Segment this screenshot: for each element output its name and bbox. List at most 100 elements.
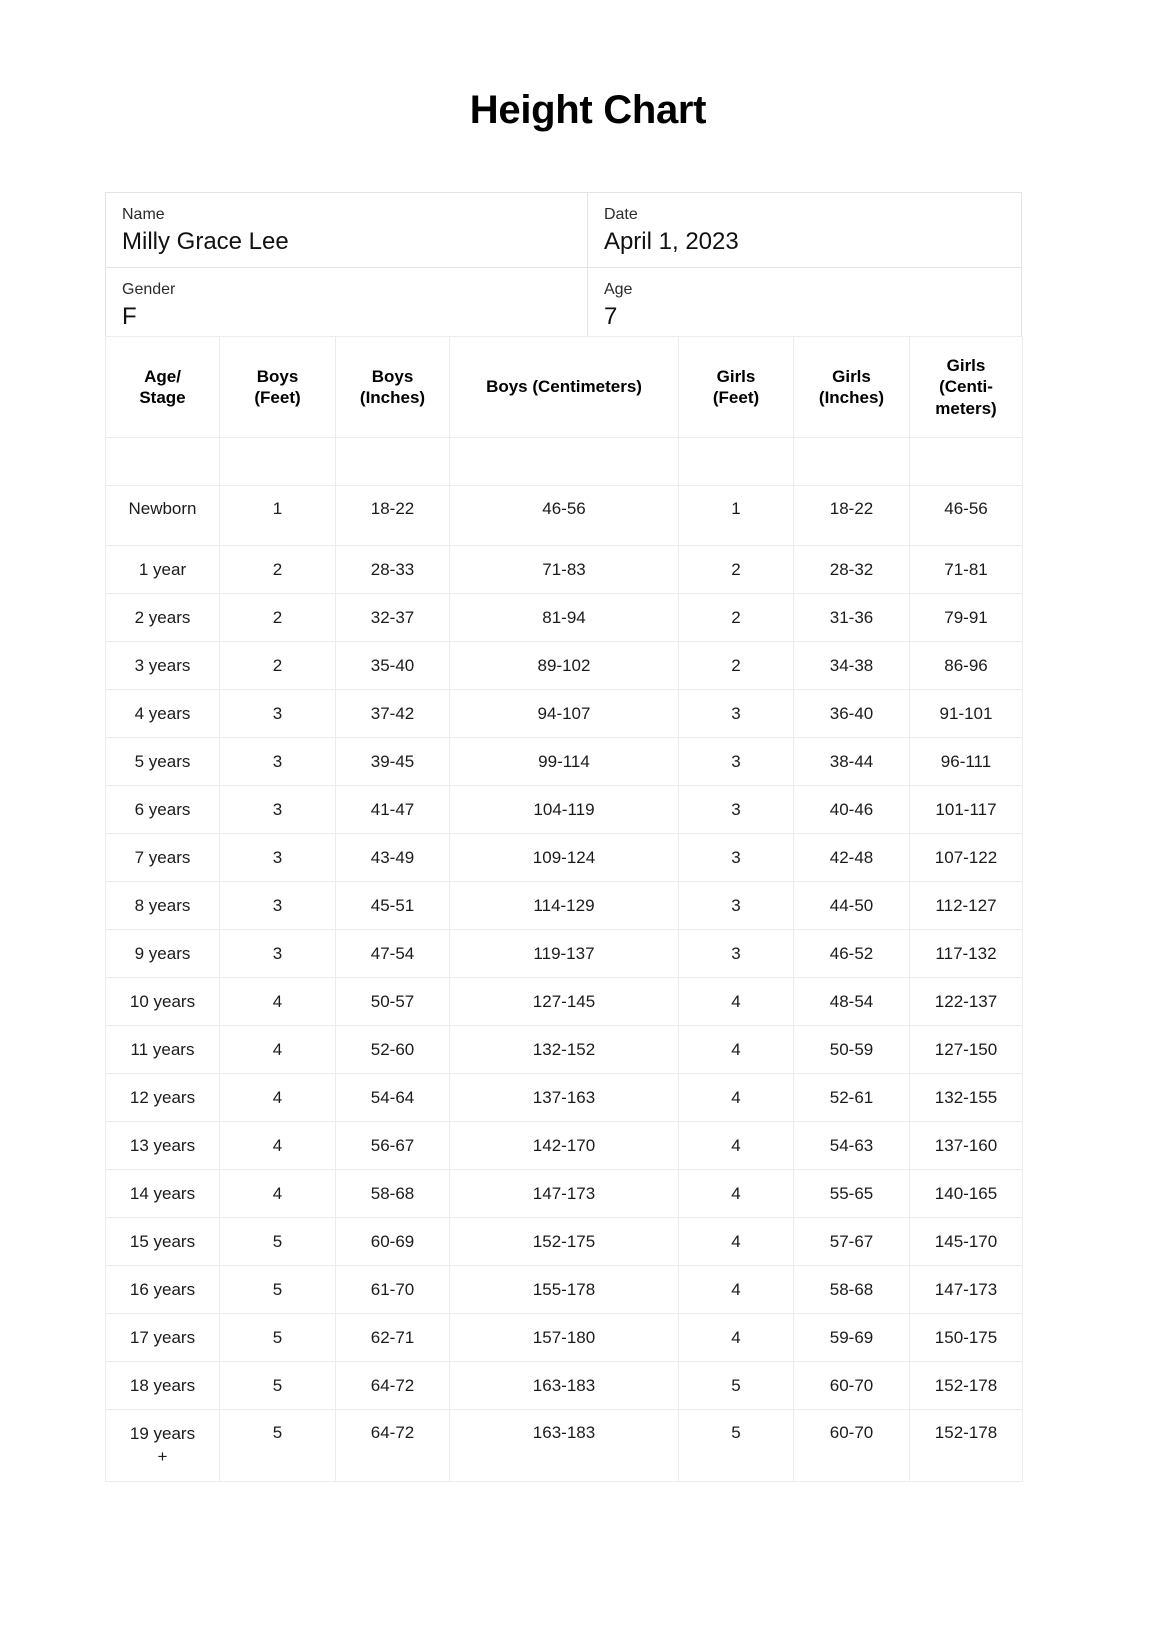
header-line-1: Age/ xyxy=(144,366,181,386)
table-header: Age/ Stage Boys (Feet) Boys (Inches) Boy… xyxy=(105,336,1023,438)
cell-boys-feet: 5 xyxy=(219,1361,336,1410)
table-row[interactable]: 16 years 5 61-70 155-178 4 58-68 147-173 xyxy=(105,1265,1023,1314)
info-row-name-date: Name Milly Grace Lee Date April 1, 2023 xyxy=(106,193,1021,269)
cell-boys-inches: 54-64 xyxy=(335,1073,450,1122)
table-row[interactable]: 3 years 2 35-40 89-102 2 34-38 86-96 xyxy=(105,641,1023,690)
header-line-1: Girls xyxy=(832,366,871,386)
table-row[interactable]: 18 years 5 64-72 163-183 5 60-70 152-178 xyxy=(105,1361,1023,1410)
cell-girls-inches: 28-32 xyxy=(793,545,910,594)
cell-boys-inches: 39-45 xyxy=(335,737,450,786)
cell-boys-centimeters: 155-178 xyxy=(449,1265,679,1314)
cell-boys-feet: 5 xyxy=(219,1409,336,1482)
table-row[interactable]: Newborn 1 18-22 46-56 1 18-22 46-56 xyxy=(105,485,1023,546)
table-row[interactable]: 14 years 4 58-68 147-173 4 55-65 140-165 xyxy=(105,1169,1023,1218)
cell-girls-feet: 2 xyxy=(678,593,794,642)
table-row[interactable]: 4 years 3 37-42 94-107 3 36-40 91-101 xyxy=(105,689,1023,738)
spacer-cell xyxy=(449,437,679,486)
table-row[interactable]: 9 years 3 47-54 119-137 3 46-52 117-132 xyxy=(105,929,1023,978)
table-body xyxy=(105,437,1023,486)
header-line-2: (Inches) xyxy=(359,388,426,407)
cell-girls-feet: 3 xyxy=(678,785,794,834)
cell-girls-centimeters: 79-91 xyxy=(909,593,1023,642)
table-row[interactable]: 8 years 3 45-51 114-129 3 44-50 112-127 xyxy=(105,881,1023,930)
cell-boys-feet: 3 xyxy=(219,881,336,930)
table-spacer-row xyxy=(105,437,1023,486)
cell-boys-feet: 3 xyxy=(219,785,336,834)
table-row[interactable]: 19 years +5 64-72 163-183 5 60-70 152-178 xyxy=(105,1409,1023,1482)
cell-girls-centimeters: 147-173 xyxy=(909,1265,1023,1314)
table-row[interactable]: 10 years 4 50-57 127-145 4 48-54 122-137 xyxy=(105,977,1023,1026)
cell-girls-feet: 4 xyxy=(678,977,794,1026)
cell-boys-centimeters: 127-145 xyxy=(449,977,679,1026)
header-line-2: (Feet) xyxy=(254,388,301,407)
info-field-age[interactable]: Age 7 xyxy=(588,268,1021,342)
table-row[interactable]: 1 year 2 28-33 71-83 2 28-32 71-81 xyxy=(105,545,1023,594)
table-row[interactable]: 12 years 4 54-64 137-163 4 52-61 132-155 xyxy=(105,1073,1023,1122)
cell-boys-centimeters: 89-102 xyxy=(449,641,679,690)
cell-girls-inches: 55-65 xyxy=(793,1169,910,1218)
cell-girls-centimeters: 117-132 xyxy=(909,929,1023,978)
cell-girls-inches: 57-67 xyxy=(793,1217,910,1266)
info-field-date[interactable]: Date April 1, 2023 xyxy=(588,193,1021,267)
cell-boys-inches: 58-68 xyxy=(335,1169,450,1218)
cell-boys-inches: 62-71 xyxy=(335,1313,450,1362)
cell-boys-inches: 52-60 xyxy=(335,1025,450,1074)
cell-girls-feet: 4 xyxy=(678,1169,794,1218)
cell-boys-feet: 4 xyxy=(219,1025,336,1074)
header-line-2: Stage xyxy=(139,388,186,407)
cell-girls-inches: 18-22 xyxy=(793,485,910,546)
cell-age-stage: 2 years xyxy=(105,593,220,642)
date-label: Date xyxy=(603,206,638,223)
cell-age-stage: 11 years xyxy=(105,1025,220,1074)
table-row[interactable]: 11 years 4 52-60 132-152 4 50-59 127-150 xyxy=(105,1025,1023,1074)
header-line-2: (Centi- xyxy=(939,377,993,397)
table-row[interactable]: 6 years 3 41-47 104-119 3 40-46 101-117 xyxy=(105,785,1023,834)
cell-girls-inches: 42-48 xyxy=(793,833,910,882)
table-row[interactable]: 17 years 5 62-71 157-180 4 59-69 150-175 xyxy=(105,1313,1023,1362)
cell-boys-feet: 4 xyxy=(219,977,336,1026)
table-row[interactable]: 2 years 2 32-37 81-94 2 31-36 79-91 xyxy=(105,593,1023,642)
cell-girls-feet: 4 xyxy=(678,1265,794,1314)
table-header-row: Age/ Stage Boys (Feet) Boys (Inches) Boy… xyxy=(105,336,1023,438)
cell-boys-feet: 4 xyxy=(219,1121,336,1170)
cell-boys-feet: 3 xyxy=(219,689,336,738)
cell-boys-feet: 2 xyxy=(219,641,336,690)
cell-boys-feet: 5 xyxy=(219,1217,336,1266)
cell-boys-centimeters: 81-94 xyxy=(449,593,679,642)
header-line-1: Boys xyxy=(256,366,299,386)
spacer-cell xyxy=(105,437,220,486)
cell-girls-inches: 54-63 xyxy=(793,1121,910,1170)
header-line-1: Girls xyxy=(716,366,756,386)
table-row[interactable]: 15 years 5 60-69 152-175 4 57-67 145-170 xyxy=(105,1217,1023,1266)
cell-boys-centimeters: 132-152 xyxy=(449,1025,679,1074)
cell-boys-centimeters: 137-163 xyxy=(449,1073,679,1122)
cell-girls-feet: 4 xyxy=(678,1313,794,1362)
cell-age-stage: 15 years xyxy=(105,1217,220,1266)
cell-boys-inches: 47-54 xyxy=(335,929,450,978)
cell-boys-inches: 64-72 xyxy=(335,1361,450,1410)
info-field-name[interactable]: Name Milly Grace Lee xyxy=(106,193,588,268)
cell-girls-inches: 48-54 xyxy=(793,977,910,1026)
column-header-boys-inches: Boys (Inches) xyxy=(335,336,450,438)
cell-boys-centimeters: 71-83 xyxy=(449,545,679,594)
patient-info-box: Name Milly Grace Lee Date April 1, 2023 … xyxy=(105,192,1022,344)
height-data-table: Age/ Stage Boys (Feet) Boys (Inches) Boy… xyxy=(105,336,1023,1482)
column-header-girls-inches: Girls (Inches) xyxy=(793,336,910,438)
table-row[interactable]: 5 years 3 39-45 99-114 3 38-44 96-111 xyxy=(105,737,1023,786)
column-header-boys-feet: Boys (Feet) xyxy=(219,336,336,438)
cell-girls-feet: 2 xyxy=(678,641,794,690)
header-line-1: Boys (Centimeters) xyxy=(486,377,642,397)
spacer-cell xyxy=(909,437,1023,486)
cell-girls-centimeters: 150-175 xyxy=(909,1313,1023,1362)
cell-boys-centimeters: 104-119 xyxy=(449,785,679,834)
table-row[interactable]: 13 years 4 56-67 142-170 4 54-63 137-160 xyxy=(105,1121,1023,1170)
cell-girls-centimeters: 91-101 xyxy=(909,689,1023,738)
cell-girls-feet: 3 xyxy=(678,881,794,930)
cell-girls-feet: 5 xyxy=(678,1409,794,1482)
cell-girls-feet: 4 xyxy=(678,1121,794,1170)
table-row[interactable]: 7 years 3 43-49 109-124 3 42-48 107-122 xyxy=(105,833,1023,882)
cell-boys-inches: 43-49 xyxy=(335,833,450,882)
info-field-gender[interactable]: Gender F xyxy=(106,268,588,343)
cell-girls-centimeters: 96-111 xyxy=(909,737,1023,786)
